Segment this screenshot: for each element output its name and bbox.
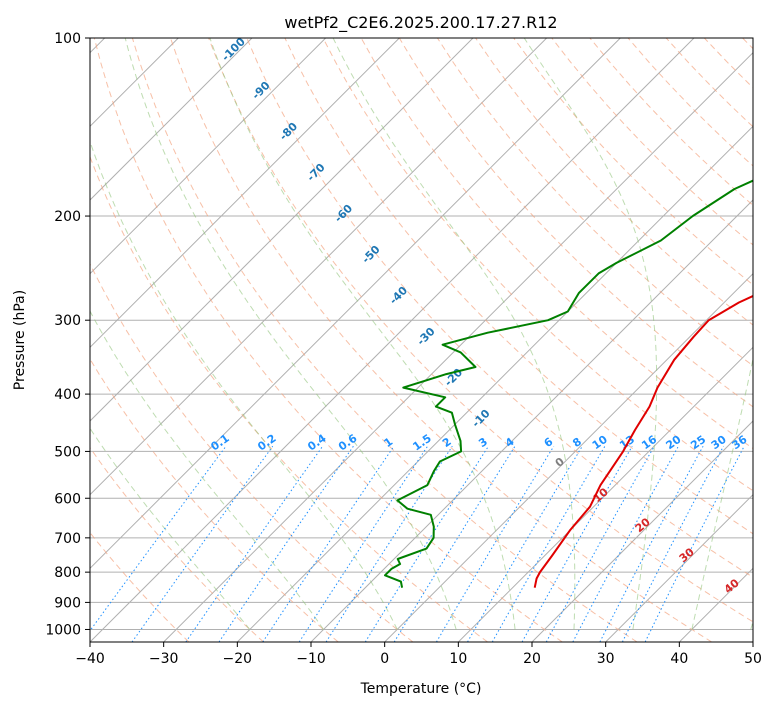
isotherm-gridline	[163, 51, 753, 642]
x-tick-label: −10	[296, 651, 326, 667]
x-tick-label: −20	[223, 651, 253, 667]
x-axis: −40 −30 −20 −10 0 10 20 30 40 50	[75, 642, 762, 667]
moist-adiabat	[90, 139, 398, 630]
isotherm-gridline	[531, 420, 753, 642]
mixing-ratio-lines	[90, 445, 745, 642]
x-tick-label: 20	[523, 651, 541, 667]
dry-adiabat	[475, 38, 753, 326]
dry-adiabat	[513, 38, 753, 286]
moist-adiabat	[90, 427, 251, 630]
mixing-ratio-line	[218, 445, 354, 642]
dry-adiabats	[90, 38, 753, 642]
isotherm-gridline	[90, 38, 621, 570]
mixing-ratio-line	[364, 445, 489, 642]
y-tick-label: 400	[54, 387, 81, 403]
plot-area: 0.1 0.2 0.4 0.6 1 1.5 2 3 4 6 8 10 13 16 20 25 30 36-100-…	[90, 38, 753, 642]
x-tick-label: −40	[75, 651, 105, 667]
y-tick-label: 600	[54, 491, 81, 507]
dry-adiabat	[90, 446, 264, 642]
moist-adiabat	[332, 38, 576, 630]
isotherm-gridline	[90, 38, 253, 201]
y-tick-label: 500	[54, 444, 81, 460]
mixing-ratio-line	[185, 445, 324, 642]
y-tick-label: 300	[54, 313, 81, 329]
dry-adiabat	[131, 38, 638, 642]
y-tick-label: 200	[54, 209, 81, 225]
dry-adiabat	[170, 38, 712, 642]
mixing-ratio-line	[545, 445, 655, 642]
x-tick-label: 0	[380, 651, 389, 667]
y-axis-label: Pressure (hPa)	[12, 290, 28, 390]
isotherm-gridline	[457, 346, 753, 642]
isotherm-gridline	[90, 38, 327, 275]
moist-adiabat	[209, 38, 516, 630]
dry-adiabat	[93, 38, 563, 642]
isotherm-gridline	[605, 493, 753, 642]
temperature-profile	[533, 294, 753, 588]
x-tick-label: 50	[744, 651, 762, 667]
dry-adiabat	[208, 38, 753, 623]
isotherm-gridline	[90, 38, 474, 422]
plot-frame	[89, 37, 754, 643]
y-tick-label: 100	[54, 31, 81, 47]
isotherm-gridline	[384, 272, 753, 642]
x-tick-label: 30	[597, 651, 615, 667]
isotherm-gridline	[90, 38, 400, 349]
mixing-ratio-line	[644, 445, 745, 642]
dry-adiabat	[90, 262, 414, 642]
isotherm-gridline	[90, 38, 695, 642]
x-tick-label: 10	[449, 651, 467, 667]
y-tick-label: 800	[54, 565, 81, 581]
mixing-ratio-line	[621, 445, 724, 642]
y-axis: 100 200 300 400 500 600 700 800 900 1000	[45, 31, 90, 638]
isotherm-gridline	[90, 38, 548, 496]
mixing-ratio-line	[521, 445, 633, 642]
x-tick-label: 40	[670, 651, 688, 667]
moist-adiabat	[124, 38, 457, 630]
dry-adiabat	[90, 358, 339, 642]
y-tick-label: 700	[54, 531, 81, 547]
chart-title: wetPf2_C2E6.2025.200.17.27.R12	[284, 13, 557, 33]
dry-adiabat	[322, 38, 753, 492]
mixing-ratio-line	[298, 445, 429, 642]
mixing-ratio-line	[325, 445, 453, 642]
y-tick-label: 1000	[45, 622, 81, 638]
mixing-ratio-line	[393, 445, 516, 642]
sounding-profiles	[384, 179, 753, 588]
moist-adiabats	[90, 38, 753, 630]
gridlines	[90, 38, 753, 642]
x-axis-label: Temperature (°C)	[360, 681, 482, 697]
isotherm-gridline	[236, 125, 753, 642]
y-tick-label: 900	[54, 595, 81, 611]
mixing-ratio-line	[131, 445, 274, 642]
x-tick-label: −30	[149, 651, 179, 667]
moist-adiabat	[90, 310, 324, 630]
mixing-ratio-line	[435, 445, 555, 642]
mixing-ratio-line	[262, 445, 395, 642]
dewpoint-profile	[384, 179, 753, 588]
dry-adiabat	[284, 38, 753, 535]
dry-adiabat	[246, 38, 753, 578]
moist-adiabat	[691, 356, 753, 630]
moist-adiabat	[523, 38, 658, 630]
